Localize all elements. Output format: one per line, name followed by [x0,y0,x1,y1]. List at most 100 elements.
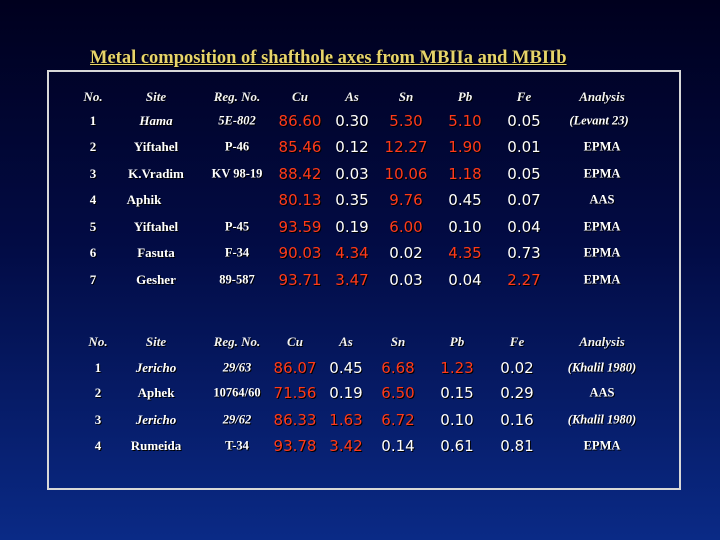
cell-reg: 10764/60 [213,385,261,400]
cell-as: 0.12 [335,138,369,156]
cell-as: 0.19 [335,218,369,236]
cell-analysis: EPMA [583,166,621,181]
cell-sn: 0.03 [389,271,423,289]
cell-sn: 6.00 [389,218,423,236]
cell-no: 3 [94,412,102,427]
cell-no: 2 [89,139,97,154]
cell-pb: 5.10 [448,112,482,130]
cell-pb: 4.35 [448,244,482,262]
cell-pb: 0.04 [448,271,482,289]
header-fe: Fe [516,89,532,104]
cell-no: 5 [89,219,97,234]
cell-cu: 93.59 [278,218,322,236]
cell-site: Jericho [135,412,177,427]
cell-as: 0.35 [335,191,369,209]
cell-as: 3.42 [329,437,363,455]
cell-sn: 9.76 [389,191,423,209]
cell-analysis: EPMA [583,139,621,154]
cell-fe: 0.29 [500,384,534,402]
cell-as: 0.30 [335,112,369,130]
header-site: Site [145,89,167,104]
cell-site: Rumeida [130,438,182,453]
cell-site: Hama [139,113,173,128]
cell-cu: 90.03 [278,244,322,262]
cell-reg: 5E-802 [218,113,256,128]
cell-pb: 0.15 [440,384,474,402]
cell-cu: 71.56 [273,384,317,402]
cell-analysis: EPMA [583,245,621,260]
cell-no: 2 [94,385,102,400]
cell-reg: T-34 [225,438,249,453]
cell-reg: 29/62 [222,412,252,427]
header-reg: Reg. No. [213,334,261,349]
cell-reg: 89-587 [219,272,255,287]
cell-fe: 0.73 [507,244,541,262]
table-frame [47,70,681,490]
header-analysis: Analysis [579,89,625,104]
header-sn: Sn [398,89,414,104]
cell-cu: 85.46 [278,138,322,156]
cell-sn: 0.14 [381,437,415,455]
cell-sn: 12.27 [384,138,428,156]
cell-cu: 86.07 [273,359,317,377]
header-no: No. [88,334,108,349]
cell-pb: 0.45 [448,191,482,209]
cell-fe: 0.01 [507,138,541,156]
cell-fe: 0.81 [500,437,534,455]
cell-cu: 93.71 [278,271,322,289]
header-as: As [345,89,359,104]
cell-site: Yiftahel [133,139,179,154]
cell-fe: 0.05 [507,165,541,183]
cell-as: 4.34 [335,244,369,262]
cell-no: 1 [94,360,102,375]
slide-title: Metal composition of shafthole axes from… [90,48,567,68]
cell-cu: 88.42 [278,165,322,183]
cell-no: 4 [89,192,97,207]
cell-pb: 1.23 [440,359,474,377]
cell-cu: 86.33 [273,411,317,429]
header-site: Site [145,334,167,349]
cell-sn: 0.02 [389,244,423,262]
cell-cu: 86.60 [278,112,322,130]
cell-sn: 5.30 [389,112,423,130]
cell-as: 0.03 [335,165,369,183]
cell-pb: 0.61 [440,437,474,455]
header-analysis: Analysis [579,334,625,349]
cell-site: K.Vradim [128,166,184,181]
cell-no: 6 [89,245,97,260]
header-reg: Reg. No. [213,89,261,104]
cell-as: 0.45 [329,359,363,377]
cell-fe: 0.05 [507,112,541,130]
cell-as: 1.63 [329,411,363,429]
cell-analysis: EPMA [583,438,621,453]
cell-analysis: AAS [589,385,615,400]
cell-no: 1 [89,113,97,128]
cell-reg: P-45 [224,219,250,234]
cell-reg: 29/63 [222,360,252,375]
cell-pb: 0.10 [448,218,482,236]
cell-reg: F-34 [224,245,250,260]
cell-reg: P-46 [224,139,250,154]
header-sn: Sn [390,334,406,349]
header-pb: Pb [457,89,473,104]
cell-fe: 0.07 [507,191,541,209]
header-as: As [339,334,353,349]
cell-as: 3.47 [335,271,369,289]
cell-site: Yiftahel [133,219,179,234]
cell-pb: 1.18 [448,165,482,183]
cell-sn: 6.72 [381,411,415,429]
cell-cu: 80.13 [278,191,322,209]
cell-analysis: (Khalil 1980) [567,412,637,427]
cell-fe: 0.02 [500,359,534,377]
cell-site: Aphek [137,385,175,400]
cell-site: Aphik [126,192,162,207]
cell-fe: 0.16 [500,411,534,429]
header-cu: Cu [292,89,308,104]
cell-analysis: EPMA [583,219,621,234]
cell-analysis: (Levant 23) [569,113,629,128]
cell-fe: 2.27 [507,271,541,289]
cell-analysis: EPMA [583,272,621,287]
header-cu: Cu [287,334,303,349]
header-no: No. [83,89,103,104]
cell-no: 4 [94,438,102,453]
